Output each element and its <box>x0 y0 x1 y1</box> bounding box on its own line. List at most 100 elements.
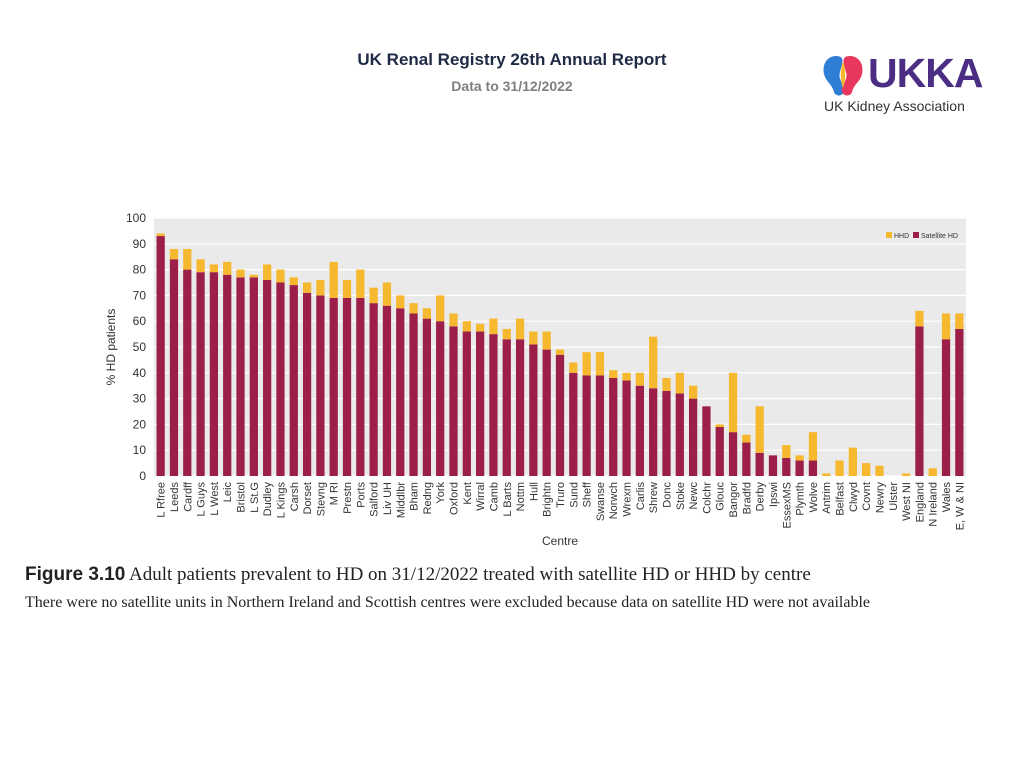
bar-hhd <box>209 264 219 273</box>
legend-swatch-satellite <box>913 232 919 238</box>
bar-satellite-hd <box>662 390 671 476</box>
x-tick-label: Ulster <box>888 482 900 511</box>
bar-satellite-hd <box>542 349 551 476</box>
y-tick-label: 100 <box>126 211 146 225</box>
y-tick-label: 50 <box>133 340 147 354</box>
bar-hhd <box>622 372 631 381</box>
bar-satellite-hd <box>289 285 298 476</box>
bar-hhd <box>169 248 179 260</box>
x-tick-label: Prestn <box>342 482 354 514</box>
x-tick-label: Dorset <box>302 482 314 514</box>
bar-satellite-hd <box>449 326 458 476</box>
x-axis-label: Centre <box>542 534 578 548</box>
y-tick-label: 20 <box>133 417 147 431</box>
x-tick-label: Nottm <box>515 482 527 511</box>
x-tick-label: Colchr <box>701 482 713 514</box>
x-tick-label: Sund <box>568 482 580 508</box>
bar-hhd <box>542 331 551 350</box>
bar-hhd <box>635 372 644 386</box>
bar-hhd <box>436 295 445 322</box>
bar-hhd <box>302 282 312 293</box>
bar-hhd <box>276 269 285 283</box>
x-tick-label: Bham <box>409 482 421 511</box>
bar-satellite-hd <box>183 269 192 476</box>
x-tick-label: E, W & NI <box>954 482 966 530</box>
bar-hhd <box>515 318 525 340</box>
bar-hhd <box>955 313 964 329</box>
bar-satellite-hd <box>569 372 578 476</box>
y-tick-label: 60 <box>133 314 147 328</box>
bar-hhd <box>342 279 352 298</box>
bar-satellite-hd <box>209 272 219 476</box>
bar-satellite-hd <box>223 274 232 476</box>
bar-hhd <box>875 465 884 476</box>
bar-satellite-hd <box>302 292 312 476</box>
y-tick-label: 70 <box>133 288 147 302</box>
y-tick-label: 40 <box>133 366 147 380</box>
bar-satellite-hd <box>356 297 365 476</box>
x-tick-label: Sheff <box>582 481 594 507</box>
bar-satellite-hd <box>422 318 432 476</box>
bar-satellite-hd <box>808 460 818 476</box>
bar-hhd <box>196 259 205 273</box>
y-tick-label: 30 <box>133 392 147 406</box>
x-tick-label: Camb <box>488 482 500 511</box>
x-tick-label: Carsh <box>289 482 301 511</box>
bar-hhd <box>715 424 724 427</box>
figure-caption: Figure 3.10 Adult patients prevalent to … <box>25 564 811 586</box>
y-tick-label: 0 <box>139 469 146 483</box>
bar-satellite-hd <box>675 393 684 476</box>
bar-hhd <box>382 282 392 306</box>
legend-swatch-hhd <box>886 232 892 238</box>
bar-hhd <box>595 352 605 376</box>
x-tick-label: Leeds <box>169 482 181 512</box>
bar-hhd <box>449 313 458 327</box>
bar-hhd <box>329 261 338 298</box>
x-tick-label: L St.G <box>249 482 261 513</box>
bar-satellite-hd <box>595 375 605 476</box>
x-tick-label: Kent <box>462 482 474 505</box>
bar-satellite-hd <box>196 272 205 476</box>
bar-satellite-hd <box>622 380 631 476</box>
bar-hhd <box>263 264 272 280</box>
x-tick-label: Stoke <box>675 482 687 510</box>
logo-subtitle: UK Kidney Association <box>824 98 965 114</box>
bar-hhd <box>835 460 844 476</box>
bar-satellite-hd <box>502 339 511 476</box>
bar-hhd <box>782 445 791 458</box>
bar-hhd <box>915 310 924 327</box>
x-tick-label: England <box>914 482 926 522</box>
bar-satellite-hd <box>316 295 325 476</box>
x-tick-label: Leic <box>222 482 234 503</box>
x-tick-label: Brightn <box>542 482 554 517</box>
x-tick-label: Wirral <box>475 482 487 511</box>
bar-satellite-hd <box>396 308 405 476</box>
bar-satellite-hd <box>768 455 778 476</box>
stacked-bar-chart: 0 10 20 30 40 50 60 70 80 90 100 L Rfree Leeds Cardff… <box>104 211 966 548</box>
ukka-logo: UKKA UK Kidney Association <box>822 50 997 120</box>
bar-satellite-hd <box>369 303 378 476</box>
bar-satellite-hd <box>635 385 644 476</box>
bar-hhd <box>609 370 618 378</box>
bar-hhd <box>569 362 578 373</box>
x-tick-label: Truro <box>555 482 567 508</box>
bar-satellite-hd <box>529 344 538 476</box>
bar-satellite-hd <box>955 328 964 476</box>
bar-hhd <box>822 473 831 476</box>
bar-hhd <box>529 331 538 345</box>
x-tick-label: Plymth <box>795 482 807 516</box>
bar-satellite-hd <box>702 406 711 476</box>
bar-hhd <box>289 277 298 286</box>
x-tick-label: Ipswi <box>768 482 780 507</box>
x-tick-label: Newry <box>874 482 886 514</box>
x-tick-label: Belfast <box>835 482 847 516</box>
x-tick-label: Cardff <box>182 481 194 512</box>
x-tick-label: L West <box>209 482 221 516</box>
bar-satellite-hd <box>728 432 738 476</box>
x-tick-label: Bradfd <box>741 482 753 514</box>
x-tick-label: Stevng <box>315 482 327 516</box>
x-tick-label: L Kings <box>275 482 287 519</box>
figure-title: Adult patients prevalent to HD on 31/12/… <box>129 564 811 585</box>
bar-hhd <box>848 447 857 476</box>
x-tick-label: L Rfree <box>156 482 168 518</box>
